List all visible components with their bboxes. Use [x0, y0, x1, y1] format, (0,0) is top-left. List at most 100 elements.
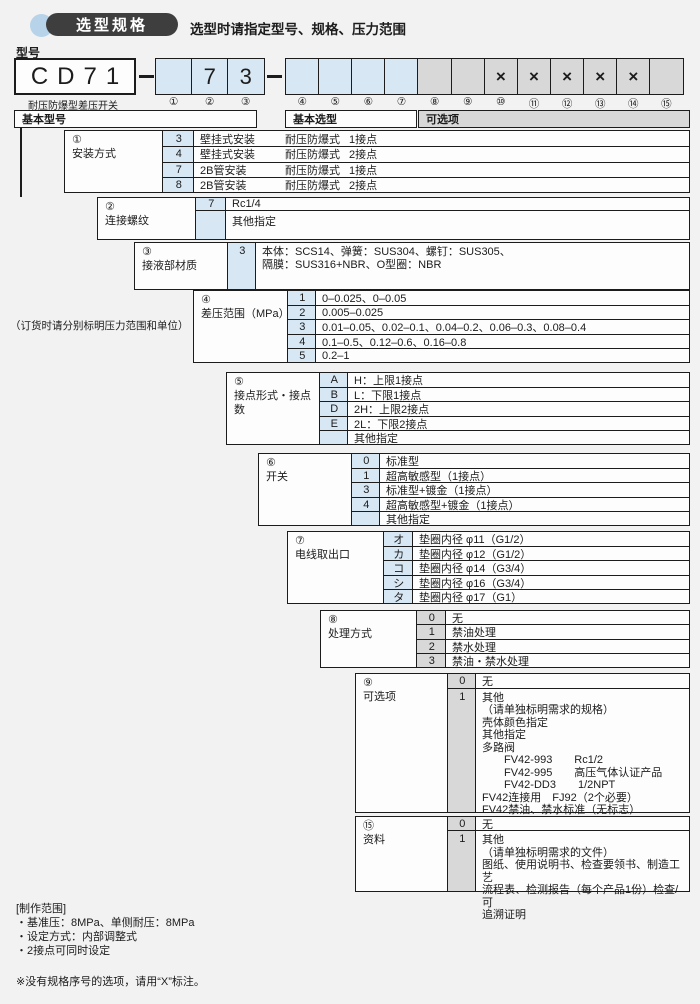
- header-basic-selection: 基本选型: [285, 110, 417, 128]
- section-name: 接点形式・接点数: [234, 390, 311, 416]
- section-label: ④ 差压范围（MPa）: [193, 290, 290, 363]
- model-code-box-⑦: [384, 58, 419, 95]
- section-label: ⑮ 资料: [355, 815, 448, 892]
- description-segment: 耐压防爆式: [285, 149, 340, 162]
- model-separator-dash: [139, 75, 154, 78]
- footnote: ※没有规格序号的选项，请用“X”标注。: [16, 976, 205, 988]
- section-⑦: ⑦ 电线取出口オカコシタ垫圈内径 φ11（G1/2） 垫圈内径 φ12（G1/2）垫…: [287, 531, 690, 604]
- section-name: 可选项: [363, 690, 396, 703]
- model-code-value: ×: [595, 66, 606, 86]
- position-number: ⑦: [396, 96, 407, 108]
- position-number: ⑬: [594, 98, 606, 110]
- model-caption: 耐压防爆型差压开关: [28, 101, 118, 112]
- description-cell: 0.005–0.025: [315, 304, 690, 321]
- footer-item: ・2接点可同时设定: [16, 945, 111, 957]
- code-cell: 1: [446, 830, 478, 892]
- description-cell: 本体：SCS14、弹簧：SUS304、螺钉：SUS305、 隔膜：SUS316+…: [255, 242, 690, 290]
- description-segment: 2接点: [349, 180, 378, 193]
- description-segment: 1接点: [349, 165, 378, 178]
- description-cell: 垫圈内径 φ11（G1/2）: [412, 531, 690, 548]
- code-cell: 3: [415, 653, 448, 668]
- section-name: 处理方式: [328, 627, 372, 640]
- section-name: 接液部材质: [142, 260, 197, 272]
- description-segment: 2接点: [349, 149, 378, 162]
- section-label: ⑦ 电线取出口: [287, 531, 384, 604]
- model-code-box-⑧: [417, 58, 452, 95]
- description-cell: 其他指定: [379, 511, 690, 526]
- model-code-box-⑤: [318, 58, 353, 95]
- section-⑨: ⑨ 可选项 0 1 无其他 （请单独标明需求的规格） 壳体颜色指定 其他指定 多路阀 F…: [355, 672, 690, 816]
- model-code-box-⑩: ×: [483, 58, 519, 95]
- position-number: ⑧: [429, 96, 440, 108]
- position-number: ⑮: [661, 98, 672, 110]
- code-cell: タ: [382, 589, 415, 604]
- section-④: ④ 差压范围（MPa） 1 2 3 4 5 0–0.025、0–0.05 0.005–0.025…: [193, 290, 690, 363]
- position-number: ③: [241, 96, 251, 108]
- model-code-box-⑫: ×: [549, 58, 585, 95]
- position-number: ⑪: [528, 98, 540, 110]
- model-code-value: ×: [562, 66, 573, 86]
- section-number: ③: [142, 246, 152, 258]
- section-number: ⑦: [295, 535, 305, 547]
- code-cell: 1: [446, 687, 478, 813]
- section-number: ①: [72, 134, 82, 146]
- code-cell: [350, 511, 382, 526]
- section-⑮: ⑮ 资料 0 1 无其他 （请单独标明需求的文件） 图纸、使用说明书、检查要领书、制造工…: [355, 815, 690, 921]
- model-code-box-④: [285, 58, 320, 95]
- model-code-box-①: [155, 58, 193, 95]
- code-cell: 3: [226, 242, 258, 290]
- position-number: ⑫: [561, 98, 573, 110]
- section-name: 安装方式: [72, 148, 116, 160]
- section-②: ② 连接螺纹 7 Rc1/4 其他指定: [97, 196, 690, 240]
- description-segment: 壁挂式安装: [200, 149, 255, 162]
- footer-item: ・设定方式：内部调整式: [16, 931, 137, 943]
- model-code-value: 7: [203, 63, 216, 89]
- section-number: ⑤: [234, 376, 244, 388]
- footer-item: ・基准压：8MPa、单侧耐压：8MPa: [16, 917, 195, 929]
- description-cell: 其他 （请单独标明需求的规格） 壳体颜色指定 其他指定 多路阀 FV42-993…: [475, 687, 690, 816]
- description-cell: 垫圈内径 φ16（G3/4）: [412, 574, 690, 591]
- footer-production-range: [制作范围] ・基准压：8MPa、单侧耐压：8MPa ・设定方式：内部调整式 ・…: [16, 902, 194, 958]
- description-segment: 2B管安装: [200, 165, 247, 178]
- section-number: ④: [201, 294, 211, 306]
- description-cell: H：上限1接点: [347, 372, 690, 389]
- section-number: ⑥: [266, 457, 276, 469]
- section-name: 开关: [266, 471, 288, 483]
- section-⑧: ⑧ 处理方式 0 1 2 3 无禁油处理 禁水处理 禁油・禁水处理: [320, 609, 690, 668]
- section-③: ③ 接液部材质 3 本体：SCS14、弹簧：SUS304、螺钉：SUS305、 隔膜：…: [134, 242, 690, 290]
- position-number: ⑭: [628, 98, 639, 110]
- description-cell: 壁挂式安装 耐压防爆式 1接点: [193, 130, 690, 148]
- position-number: ②: [205, 96, 215, 108]
- section-number: ⑧: [328, 613, 338, 626]
- section-label: ② 连接螺纹: [97, 196, 196, 240]
- code-cell: 4: [161, 145, 196, 164]
- section-⑥: ⑥ 开关 0 1 3 4 标准型 超高敏感型（1接点） 标准型+镀金（1接点） 超高敏感型+镀金（…: [258, 453, 690, 526]
- description-cell: 0.2–1: [315, 348, 690, 363]
- model-code-box-⑥: [351, 58, 386, 95]
- model-code-box-⑮: [649, 58, 684, 95]
- position-number: ⑩: [496, 96, 506, 108]
- code-cell: 8: [161, 177, 196, 194]
- section-number: ⑮: [363, 819, 374, 832]
- description-segment: 2B管安装: [200, 180, 247, 193]
- model-code-box-⑬: ×: [582, 58, 618, 95]
- code-cell: 5: [286, 348, 318, 363]
- description-cell: 其他 （请单独标明需求的文件） 图纸、使用说明书、检查要领书、制造工艺 流程表、…: [475, 830, 690, 921]
- page-subtitle: 选型时请指定型号、规格、压力范围: [190, 22, 406, 37]
- model-code-box-⑭: ×: [616, 58, 651, 95]
- description-cell: 0.01–0.05、0.02–0.1、0.04–0.2、0.06–0.3、0.0…: [315, 319, 690, 336]
- description-segment: 耐压防爆式: [285, 165, 340, 178]
- description-segment: 壁挂式安装: [200, 133, 255, 146]
- model-prefix-box: CD71: [14, 58, 136, 95]
- section-label: ⑥ 开关: [258, 453, 352, 526]
- model-code-box-②: 7: [191, 58, 229, 95]
- cascade-connector-line: [20, 127, 22, 197]
- code-cell: 7: [161, 161, 196, 179]
- section-name: 差压范围（MPa）: [201, 308, 290, 320]
- position-number: ④: [297, 96, 308, 108]
- position-number: ⑤: [330, 96, 341, 108]
- model-code-value: ×: [529, 66, 539, 86]
- section-name: 电线取出口: [295, 549, 350, 561]
- description-cell: 2L：下限2接点: [347, 415, 690, 432]
